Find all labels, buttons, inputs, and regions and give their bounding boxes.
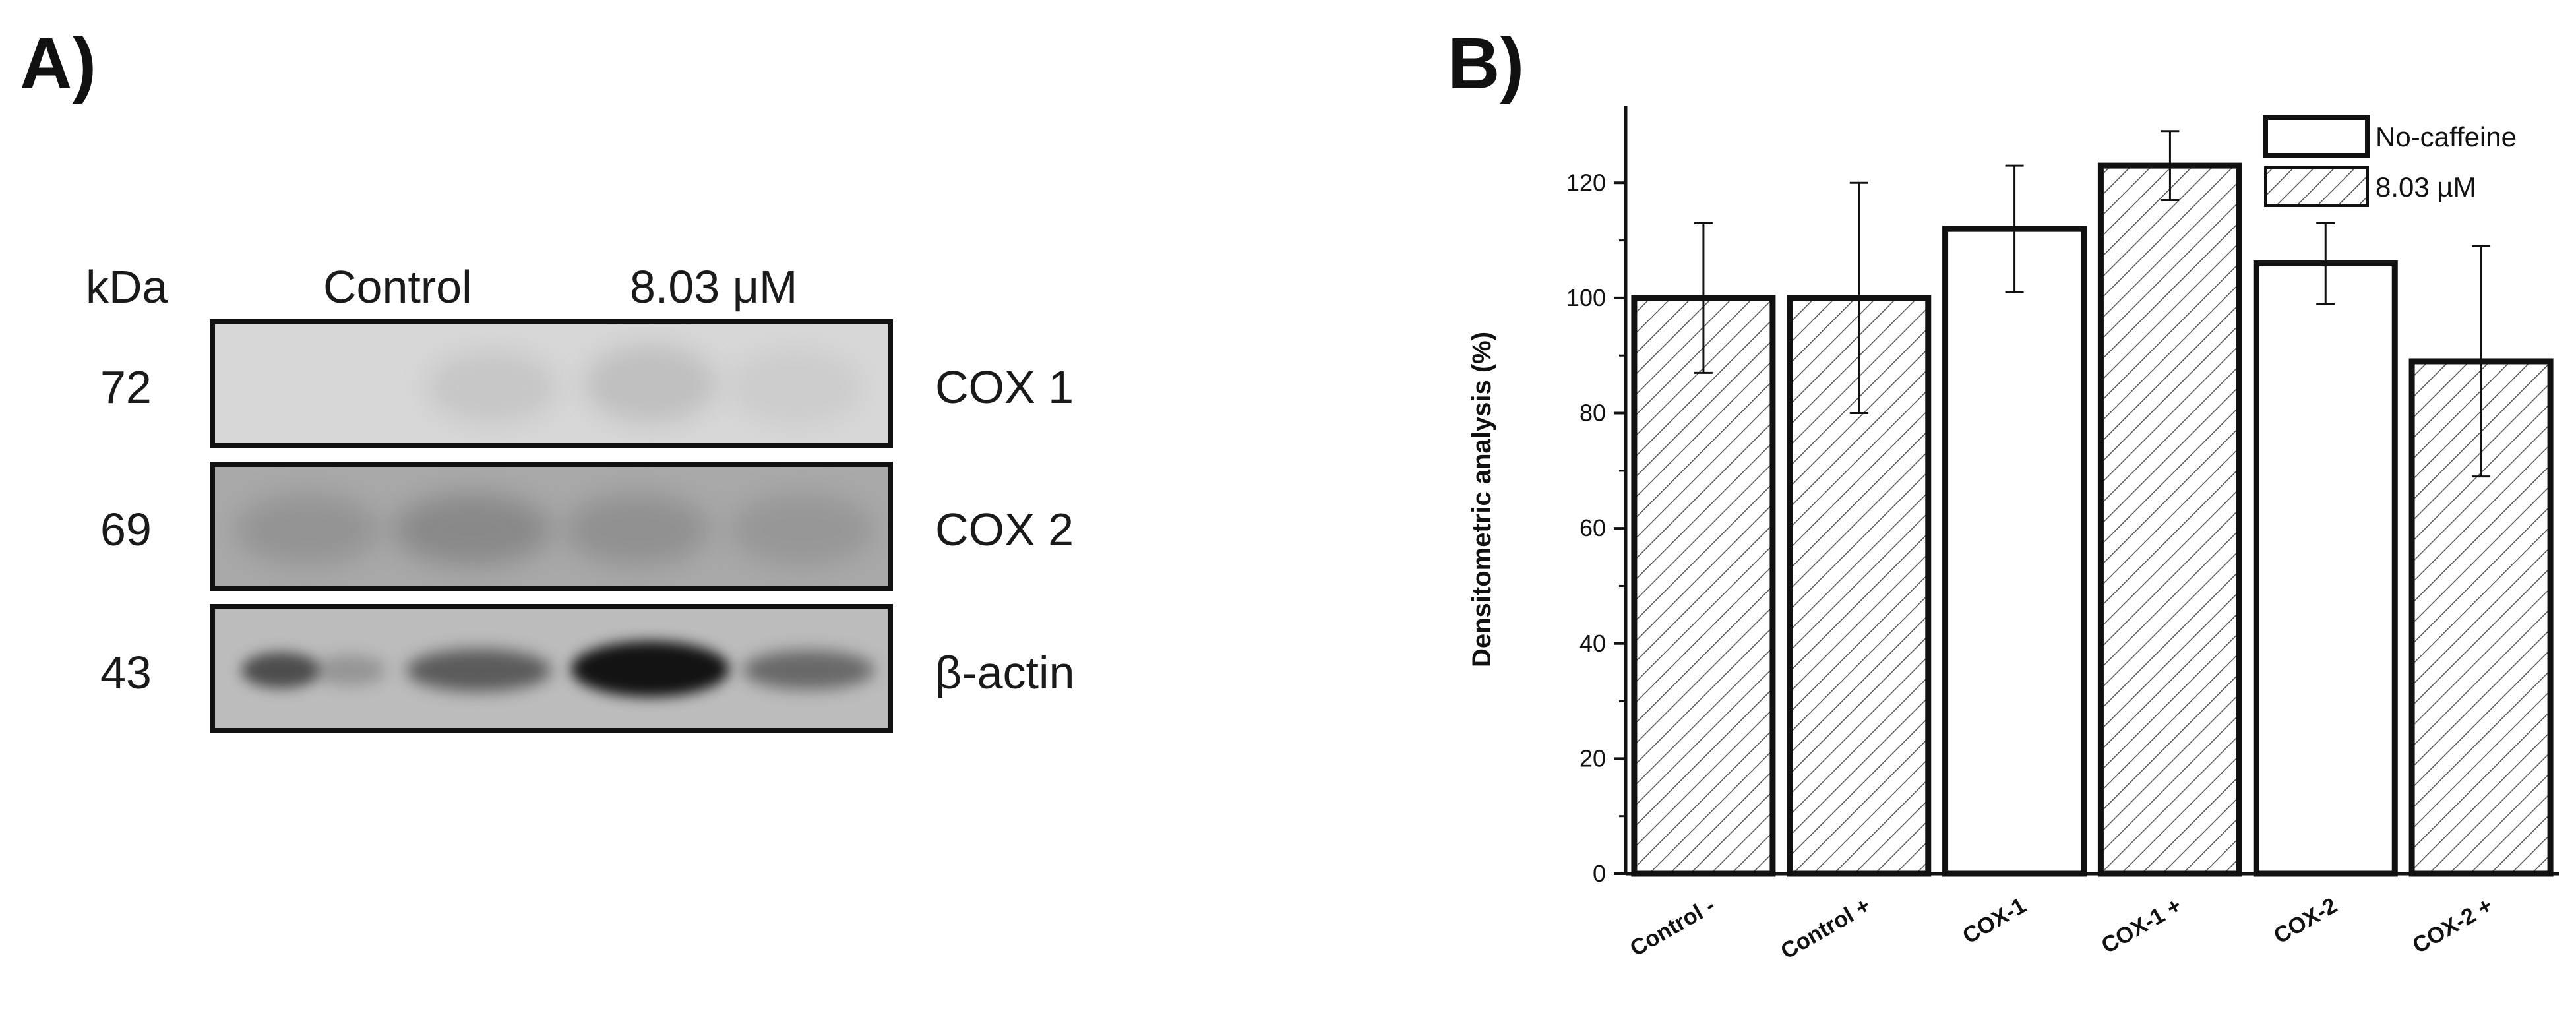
blot-strip-actin: [210, 604, 893, 733]
category-label-1: Control -: [1626, 893, 1719, 961]
band: [743, 650, 874, 690]
protein-label-actin: β-actin: [935, 647, 1075, 698]
bar-4: [2097, 162, 2242, 877]
panel-b-label: B): [1448, 23, 1525, 104]
kda-value-actin: 43: [100, 647, 152, 698]
kda-header: kDa: [86, 261, 168, 313]
category-label-2: Control +: [1777, 893, 1875, 964]
category-label-3: COX-1: [1959, 893, 2031, 949]
band: [241, 652, 321, 688]
band: [571, 641, 729, 697]
bar-3: [1942, 226, 2087, 877]
band: [235, 493, 380, 566]
blot-strip-cox1: [210, 319, 893, 448]
category-label-4: COX-1 +: [2097, 893, 2186, 959]
treated-header: 8.03 μM: [630, 261, 798, 313]
control-header: Control: [323, 261, 472, 313]
y-tick-label-100: 100: [1566, 284, 1606, 311]
band: [406, 649, 551, 692]
protein-label-cox2: COX 2: [935, 504, 1074, 555]
band: [584, 344, 716, 423]
y-axis-title: Densitometric analysis (%): [1467, 332, 1496, 667]
bar-1: [1631, 295, 1776, 877]
y-tick-label-60: 60: [1579, 514, 1606, 541]
bar-chart: Control - Control + COX-1 COX-1 + COX-2 COX-2…: [1467, 106, 2559, 964]
band: [729, 493, 874, 566]
legend-label-1: No-caffeine: [2376, 121, 2517, 152]
category-label-6: COX-2 +: [2408, 893, 2497, 959]
panel-a-label: A): [20, 23, 97, 104]
category-label-5: COX-2: [2269, 893, 2341, 949]
kda-value-cox1: 72: [100, 361, 152, 413]
kda-value-cox2: 69: [100, 504, 152, 555]
y-tick-label-120: 120: [1566, 169, 1606, 196]
y-tick-label-80: 80: [1579, 400, 1606, 427]
band: [393, 493, 551, 566]
y-tick-label-20: 20: [1579, 745, 1606, 772]
legend-label-2: 8.03 µM: [2376, 171, 2476, 202]
band: [426, 351, 558, 423]
y-tick-label-0: 0: [1593, 860, 1606, 887]
legend-swatch-1: [2263, 115, 2370, 158]
band: [729, 351, 861, 423]
protein-label-cox1: COX 1: [935, 361, 1074, 413]
blot-strip-cox2: [210, 462, 893, 591]
bar-5: [2253, 260, 2398, 877]
y-tick-label-40: 40: [1579, 630, 1606, 657]
band: [565, 493, 710, 566]
band: [314, 655, 386, 685]
legend-swatch-2: [2264, 166, 2369, 207]
